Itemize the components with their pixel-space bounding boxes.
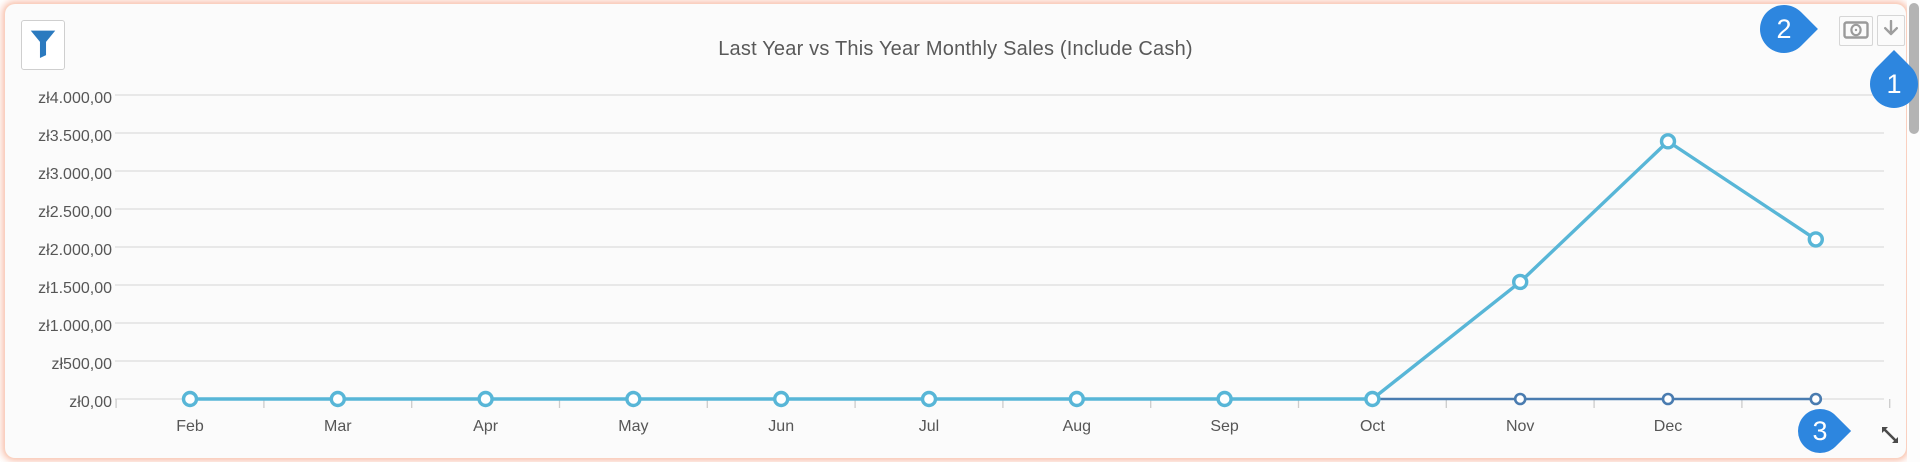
sky-blue-series-point[interactable]: [181, 390, 199, 408]
sky-blue-series-point[interactable]: [1068, 390, 1086, 408]
sky-blue-series-point[interactable]: [1216, 390, 1233, 408]
flat-dark-blue-series-point[interactable]: [1513, 392, 1527, 406]
y-tick-label: zł4.000,00: [38, 90, 112, 107]
sky-blue-series-point[interactable]: [1807, 231, 1825, 248]
sky-blue-series-point[interactable]: [1364, 390, 1381, 408]
chart-card: Last Year vs This Year Monthly Sales (In…: [5, 4, 1906, 458]
download-arrow-icon: [1882, 19, 1900, 42]
sky-blue-series-point[interactable]: [773, 390, 790, 408]
banknote-icon: [1843, 20, 1869, 43]
resize-handle[interactable]: [1877, 424, 1903, 451]
cash-toggle-button[interactable]: [1839, 16, 1873, 46]
y-tick-label: zł2.000,00: [38, 242, 112, 259]
sky-blue-series-point[interactable]: [625, 390, 642, 408]
scrollbar-thumb[interactable]: [1909, 3, 1919, 134]
x-tick-label: Mar: [324, 418, 352, 435]
y-tick-label: zł1.000,00: [38, 318, 112, 335]
x-tick-label: Sep: [1210, 418, 1239, 435]
y-tick-label: zł2.500,00: [38, 204, 112, 221]
sky-blue-series-point[interactable]: [1511, 273, 1529, 291]
annotation-mark-number: 2: [1776, 13, 1792, 44]
x-tick-label: Jul: [918, 418, 940, 435]
x-tick-label: Dec: [1653, 418, 1683, 435]
flat-dark-blue-series-point[interactable]: [1661, 392, 1675, 406]
resize-diagonal-icon: [1879, 424, 1901, 451]
annotation-mark-number: 3: [1812, 415, 1828, 446]
chart-title: Last Year vs This Year Monthly Sales (In…: [718, 38, 1193, 60]
sky-blue-series-point[interactable]: [329, 390, 346, 408]
annotation-mark-3: 3: [1788, 399, 1852, 462]
y-tick-label: zł3.000,00: [38, 166, 112, 183]
filter-icon: [29, 28, 57, 63]
y-tick-label: zł500,00: [51, 356, 113, 373]
sky-blue-series-line: [190, 139, 1817, 401]
y-tick-label: zł3.500,00: [38, 128, 112, 145]
x-tick-label: Feb: [176, 418, 204, 435]
x-tick-label: May: [618, 418, 649, 435]
annotation-mark-1: 1: [1860, 50, 1920, 118]
sky-blue-series-point[interactable]: [920, 390, 938, 408]
scrollbar-track: [1907, 0, 1920, 462]
x-tick-label: Jun: [768, 418, 795, 435]
sales-line-chart: [115, 94, 1891, 408]
sky-blue-series-point[interactable]: [1659, 133, 1677, 150]
annotation-mark-2: 2: [1750, 0, 1818, 63]
annotation-mark-number: 1: [1886, 68, 1902, 99]
y-tick-label: zł1.500,00: [38, 280, 112, 297]
filter-button[interactable]: [21, 20, 65, 70]
x-tick-label: Aug: [1062, 418, 1092, 435]
x-tick-label: Nov: [1505, 418, 1535, 435]
download-button[interactable]: [1877, 15, 1905, 46]
y-tick-label: zł0,00: [69, 394, 112, 411]
sky-blue-series-point[interactable]: [477, 390, 494, 408]
x-tick-label: Oct: [1359, 418, 1385, 435]
x-tick-label: Apr: [473, 418, 499, 435]
flat-dark-blue-series-point[interactable]: [1809, 392, 1823, 406]
